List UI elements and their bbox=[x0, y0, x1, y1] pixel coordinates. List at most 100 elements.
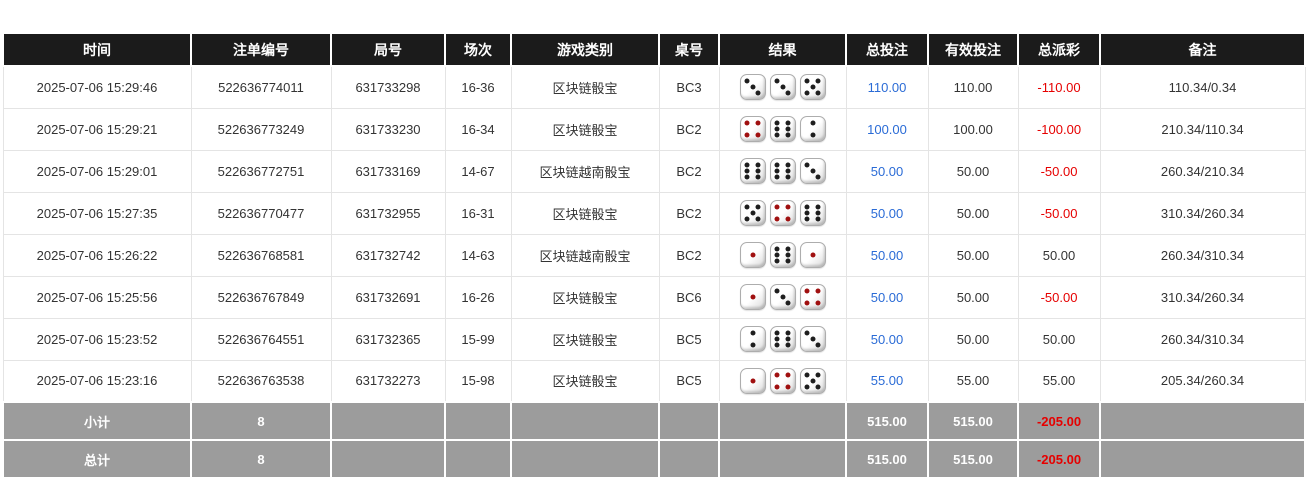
table-row: 2025-07-06 15:26:22 522636768581 631732742… bbox=[2, 233, 1306, 277]
die-dot bbox=[815, 384, 821, 389]
cell-round_id: 631732273 bbox=[330, 359, 446, 403]
die-icon-2 bbox=[739, 326, 766, 352]
die-dot bbox=[755, 168, 761, 174]
column-header-total_bet: 总投注 bbox=[845, 32, 929, 67]
cell-valid_bet: 100.00 bbox=[927, 107, 1019, 151]
cell-bet_id: 522636767849 bbox=[190, 275, 332, 319]
die-icon-4 bbox=[799, 284, 826, 310]
die-dot bbox=[810, 132, 815, 138]
die-icon-6 bbox=[739, 158, 766, 184]
bet-records-table: 时间 注单编号 局号 场次 游戏类别 桌号 结果 总投注 有效投注 总派彩 备注 2025-07-0… bbox=[2, 32, 1306, 479]
die-icon-4 bbox=[739, 116, 766, 142]
cell-total_bet: 50.00 bbox=[845, 275, 929, 319]
cell-remark: 260.34/310.34 bbox=[1099, 317, 1306, 361]
column-header-game_type: 游戏类别 bbox=[510, 32, 660, 67]
die-dot bbox=[810, 252, 815, 258]
table-row: 2025-07-06 15:25:56 522636767849 631732691… bbox=[2, 275, 1306, 319]
die-dot bbox=[744, 120, 750, 126]
die-dot bbox=[785, 372, 791, 378]
cell-round_id: 631732691 bbox=[330, 275, 446, 319]
summary-count: 8 bbox=[190, 439, 332, 479]
column-header-remark: 备注 bbox=[1099, 32, 1306, 67]
cell-result bbox=[718, 65, 847, 109]
cell-game_type: 区块链骰宝 bbox=[510, 359, 660, 403]
cell-time: 2025-07-06 15:23:16 bbox=[2, 359, 192, 403]
summary-empty-cell bbox=[510, 439, 660, 479]
summary-empty-cell bbox=[658, 439, 720, 479]
die-dot bbox=[785, 174, 791, 180]
die-icon-3 bbox=[769, 74, 796, 101]
die-dot bbox=[804, 300, 810, 306]
cell-table_no: BC3 bbox=[658, 65, 720, 109]
die-dot bbox=[815, 174, 821, 180]
table-header-row: 时间 注单编号 局号 场次 游戏类别 桌号 结果 总投注 有效投注 总派彩 备注 bbox=[2, 32, 1306, 67]
die-dot bbox=[750, 84, 755, 90]
summary-empty-cell bbox=[718, 401, 847, 441]
cell-remark: 260.34/310.34 bbox=[1099, 233, 1306, 277]
die-icon-4 bbox=[769, 367, 796, 394]
cell-valid_bet: 55.00 bbox=[927, 359, 1019, 403]
die-dot bbox=[755, 216, 761, 222]
die-dot bbox=[750, 378, 755, 384]
cell-valid_bet: 50.00 bbox=[927, 275, 1019, 319]
die-dot bbox=[785, 330, 791, 336]
summary-row: 总计 8 515.00 515.00 -205.00 bbox=[2, 439, 1306, 479]
cell-session: 14-63 bbox=[444, 233, 512, 277]
die-dot bbox=[785, 384, 791, 389]
die-dot bbox=[810, 336, 815, 342]
summary-empty-cell bbox=[658, 401, 720, 441]
die-dot bbox=[744, 162, 750, 168]
cell-total_payout: -110.00 bbox=[1017, 65, 1101, 109]
cell-total_payout: -100.00 bbox=[1017, 107, 1101, 151]
cell-valid_bet: 50.00 bbox=[927, 191, 1019, 235]
cell-total_payout: 50.00 bbox=[1017, 233, 1101, 277]
table-row: 2025-07-06 15:29:01 522636772751 631733169… bbox=[2, 149, 1306, 193]
cell-total_payout: 55.00 bbox=[1017, 359, 1101, 403]
cell-bet_id: 522636764551 bbox=[190, 317, 332, 361]
die-icon-3 bbox=[799, 158, 826, 184]
die-icon-1 bbox=[739, 284, 766, 310]
cell-time: 2025-07-06 15:25:56 bbox=[2, 275, 192, 319]
cell-game_type: 区块链骰宝 bbox=[510, 65, 660, 109]
cell-total_bet: 50.00 bbox=[845, 317, 929, 361]
cell-result bbox=[718, 233, 847, 277]
cell-remark: 205.34/260.34 bbox=[1099, 359, 1306, 403]
summary-valid-bet: 515.00 bbox=[927, 439, 1019, 479]
cell-table_no: BC5 bbox=[658, 359, 720, 403]
die-dot bbox=[785, 336, 791, 342]
die-dot bbox=[774, 174, 780, 180]
table-row: 2025-07-06 15:27:35 522636770477 631732955… bbox=[2, 191, 1306, 235]
die-dot bbox=[804, 90, 810, 96]
die-dot bbox=[810, 378, 815, 384]
summary-empty-cell bbox=[444, 401, 512, 441]
table-header: 时间 注单编号 局号 场次 游戏类别 桌号 结果 总投注 有效投注 总派彩 备注 bbox=[2, 32, 1306, 67]
die-icon-6 bbox=[799, 200, 826, 226]
cell-round_id: 631732365 bbox=[330, 317, 446, 361]
summary-count: 8 bbox=[190, 401, 332, 441]
cell-round_id: 631732955 bbox=[330, 191, 446, 235]
cell-session: 14-67 bbox=[444, 149, 512, 193]
cell-session: 15-99 bbox=[444, 317, 512, 361]
die-icon-6 bbox=[769, 116, 796, 142]
die-dot bbox=[810, 120, 815, 126]
cell-table_no: BC2 bbox=[658, 149, 720, 193]
summary-empty-cell bbox=[444, 439, 512, 479]
die-dot bbox=[755, 90, 761, 96]
column-header-time: 时间 bbox=[2, 32, 192, 67]
die-dot bbox=[744, 78, 750, 84]
die-dot bbox=[780, 294, 785, 300]
summary-total-payout: -205.00 bbox=[1017, 439, 1101, 479]
cell-remark: 310.34/260.34 bbox=[1099, 191, 1306, 235]
cell-result bbox=[718, 149, 847, 193]
summary-valid-bet: 515.00 bbox=[927, 401, 1019, 441]
cell-result bbox=[718, 191, 847, 235]
cell-result bbox=[718, 359, 847, 403]
die-dot bbox=[785, 216, 791, 222]
summary-total-payout: -205.00 bbox=[1017, 401, 1101, 441]
cell-table_no: BC2 bbox=[658, 191, 720, 235]
cell-game_type: 区块链骰宝 bbox=[510, 275, 660, 319]
cell-table_no: BC6 bbox=[658, 275, 720, 319]
cell-remark: 110.34/0.34 bbox=[1099, 65, 1306, 109]
die-dot bbox=[744, 204, 750, 210]
